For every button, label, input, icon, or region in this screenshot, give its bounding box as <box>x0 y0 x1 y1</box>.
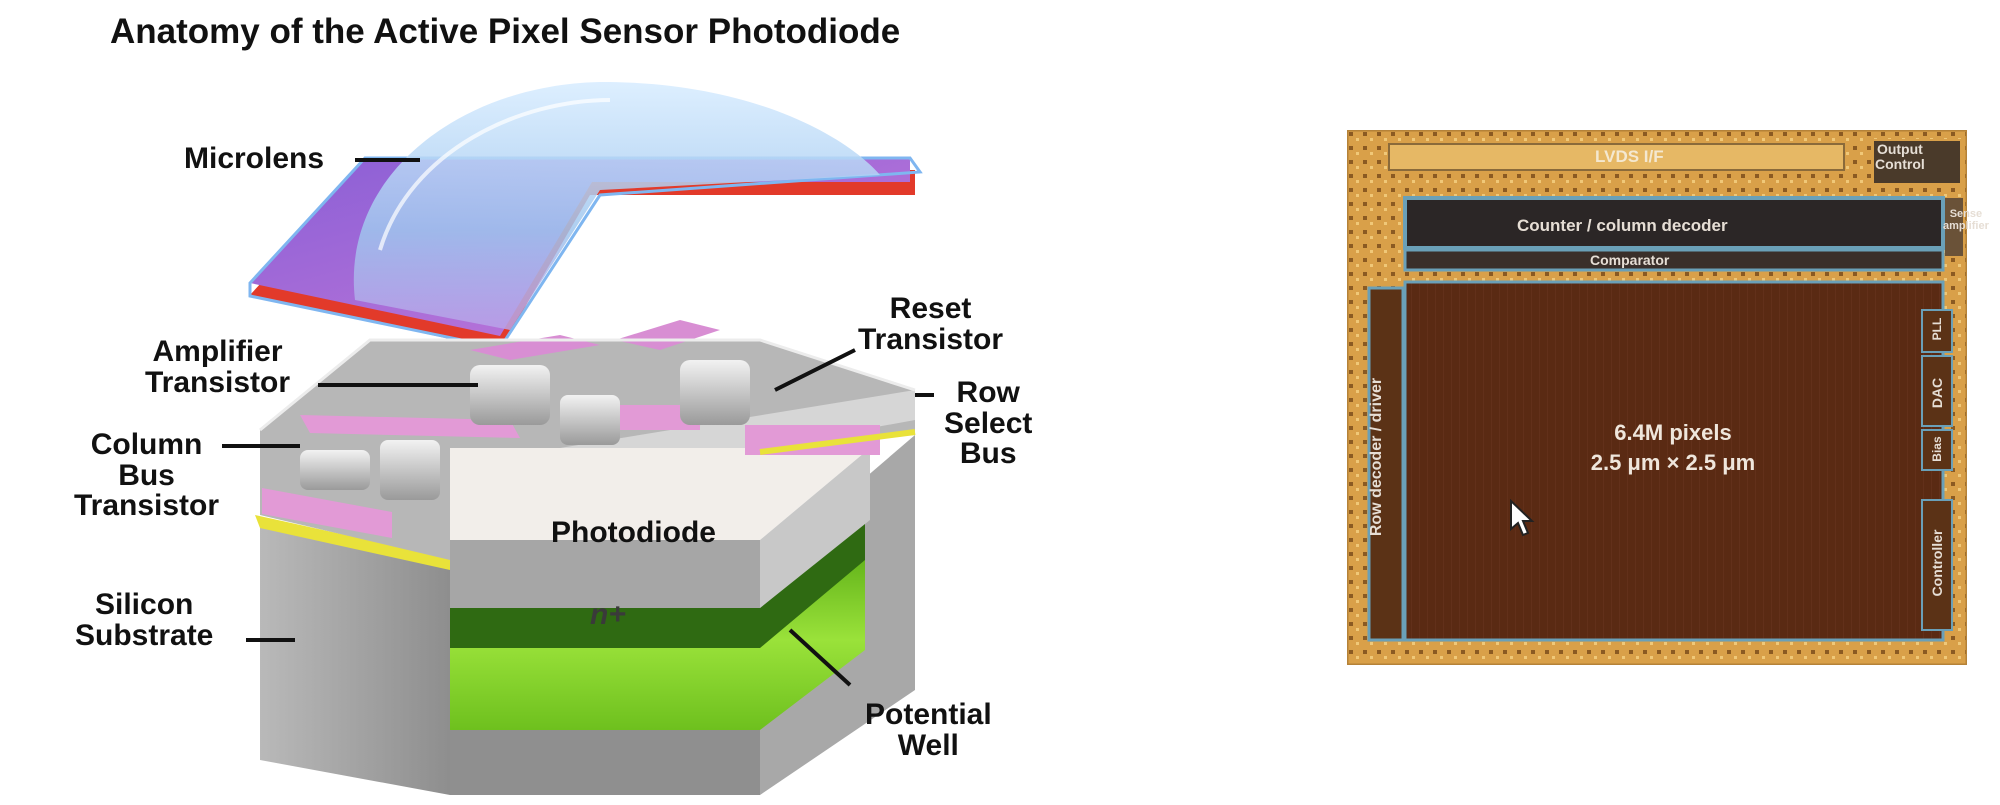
label-column-bus-transistor: Column Bus Transistor <box>74 428 220 523</box>
label-row-select-line-3: Bus <box>959 437 1017 471</box>
label-column-line-2: Bus <box>118 458 175 492</box>
die-label-counter: Counter / column decoder <box>1517 216 1728 235</box>
comparator-block <box>1403 248 1945 272</box>
label-amplifier-transistor: Amplifier Transistor <box>145 335 291 399</box>
label-potential-line-1: Potential <box>865 698 992 731</box>
label-silicon-line-1: Silicon <box>95 588 194 621</box>
die-label-output-control: Output Control <box>1875 142 1925 172</box>
label-row-select-bus: Row Select Bus <box>944 376 1033 471</box>
die-label-pixel-count: 6.4M pixels <box>1614 420 1732 445</box>
label-silicon-line-2: Substrate <box>75 618 214 652</box>
transistor-deck <box>259 320 916 560</box>
label-reset-transistor: Reset Transistor <box>858 292 1004 356</box>
mouse-pointer-icon <box>1510 499 1535 537</box>
photodiode <box>450 448 870 608</box>
die-label-output-line-2: Control <box>1875 156 1925 172</box>
label-reset-line-1: Reset <box>889 292 972 325</box>
output-control-block <box>1872 139 1962 185</box>
bias-block <box>1921 429 1953 471</box>
amplifier-transistor-gate <box>470 365 620 445</box>
label-amplifier-line-1: Amplifier <box>152 335 283 368</box>
label-potential-well: Potential Well <box>865 698 992 762</box>
die-label-output-line-1: Output <box>1876 141 1923 157</box>
label-column-line-3: Transistor <box>74 489 220 523</box>
label-photodiode: Photodiode <box>551 516 716 549</box>
lvds-interface-block <box>1388 143 1845 171</box>
die-label-lvds: LVDS I/F <box>1595 147 1664 166</box>
pixel-anatomy-diagram <box>222 81 934 795</box>
label-silicon-substrate: Silicon Substrate <box>75 588 214 652</box>
column-bus-transistor-gate <box>300 440 440 500</box>
die-label-sense-line-1: Sense <box>1949 208 1983 220</box>
label-n-plus: n+ <box>590 598 626 631</box>
die-label-pll: PLL <box>1930 317 1944 341</box>
label-row-select-line-2: Select <box>944 406 1033 440</box>
counter-column-decoder-block <box>1403 196 1945 250</box>
die-label-sense-amplifier: Sense amplifier <box>1943 208 1989 232</box>
reset-transistor-gate <box>680 360 750 425</box>
leader-lines <box>222 158 934 687</box>
die-label-comparator: Comparator <box>1590 252 1670 268</box>
die-label-row-decoder: Row decoder / driver <box>1368 377 1385 537</box>
die-label-controller: Controller <box>1929 529 1945 597</box>
die-label-pixel-size: 2.5 μm × 2.5 μm <box>1590 450 1756 475</box>
label-row-select-line-1: Row <box>956 376 1020 409</box>
die-label-sense-line-2: amplifier <box>1943 220 1989 232</box>
potential-well <box>450 520 865 730</box>
microlens-layer <box>248 81 923 350</box>
label-reset-line-2: Transistor <box>858 322 1004 356</box>
label-amplifier-line-2: Transistor <box>145 365 291 399</box>
label-potential-line-2: Well <box>897 728 959 762</box>
row-decoder-block <box>1367 286 1405 642</box>
sensor-die <box>1347 130 1967 665</box>
die-label-bias: Bias <box>1930 436 1944 462</box>
label-column-line-1: Column <box>90 428 203 461</box>
sense-amplifier-block <box>1945 198 1963 256</box>
die-label-dac: DAC <box>1929 377 1945 409</box>
page-title: Anatomy of the Active Pixel Sensor Photo… <box>110 12 901 51</box>
dac-block <box>1921 355 1953 427</box>
controller-block <box>1921 499 1953 631</box>
label-microlens: Microlens <box>184 142 325 175</box>
pll-block <box>1921 309 1953 353</box>
